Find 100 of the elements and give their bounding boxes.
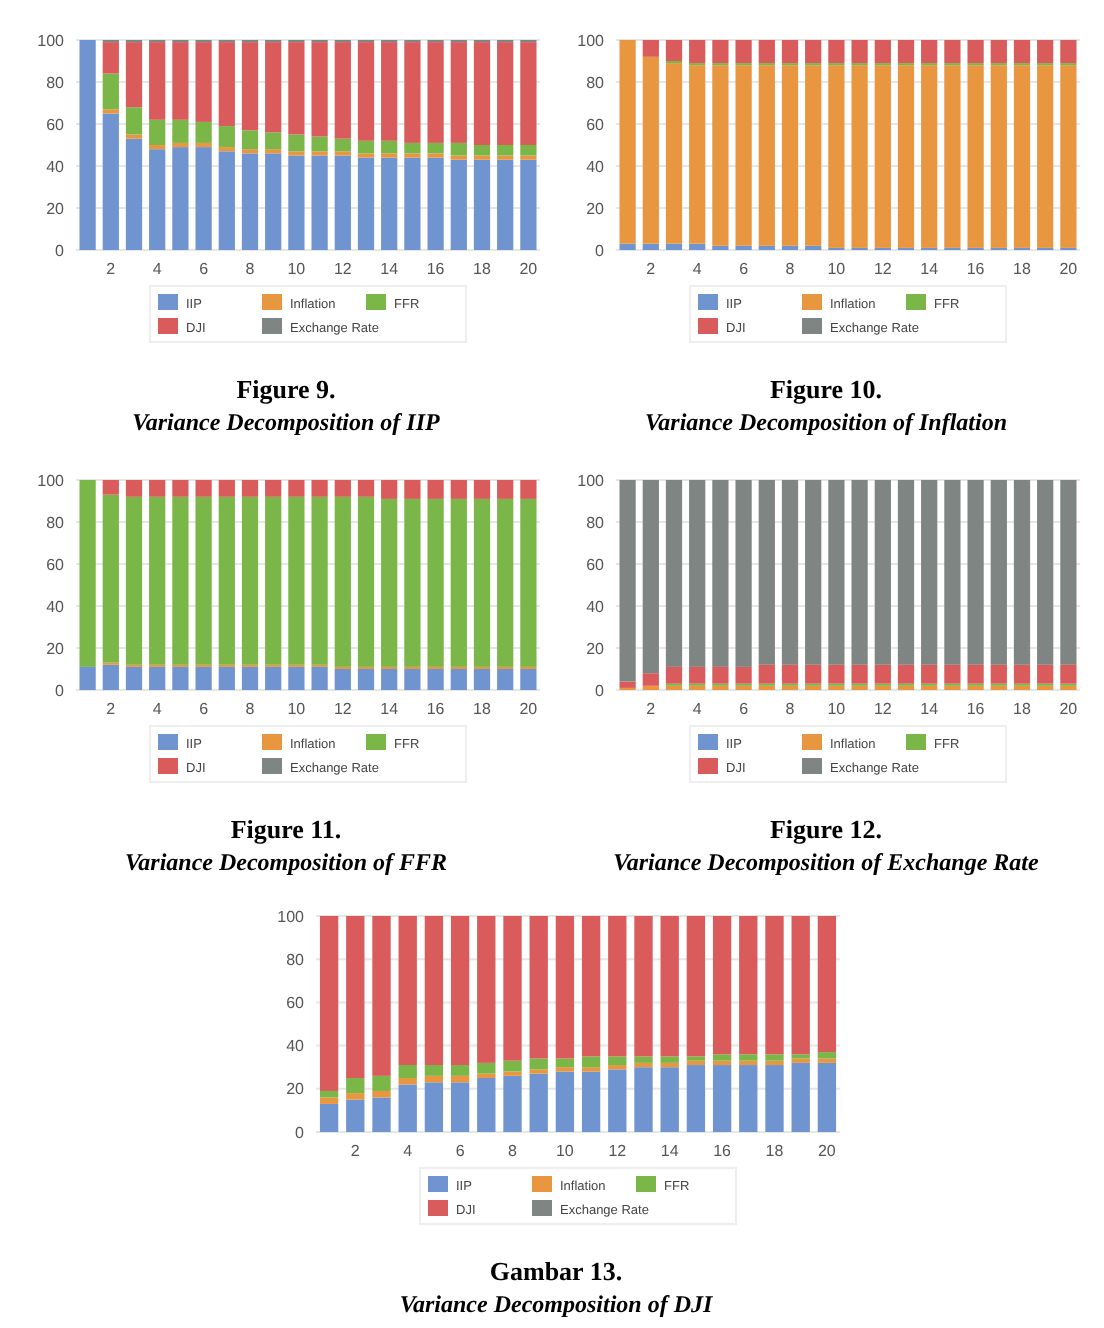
bar — [404, 669, 421, 690]
bar — [149, 42, 166, 120]
bar — [398, 916, 417, 1066]
y-tick-label: 40 — [46, 157, 66, 176]
text: Figure 9. — [236, 374, 336, 404]
bar — [1037, 480, 1054, 665]
bar — [427, 669, 444, 690]
bar — [497, 669, 514, 690]
bar — [665, 480, 683, 667]
bar — [619, 480, 636, 682]
bar — [712, 65, 729, 246]
bar — [218, 151, 235, 250]
bar — [874, 65, 891, 248]
x-tick-label: 18 — [473, 700, 492, 718]
bar — [828, 480, 845, 665]
bar — [149, 480, 166, 497]
bar — [689, 40, 706, 64]
bar — [805, 664, 822, 684]
bar — [450, 480, 467, 499]
bar — [319, 1103, 339, 1132]
bar — [288, 134, 305, 152]
bar — [357, 42, 375, 141]
x-tick-label: 20 — [1059, 700, 1079, 718]
bar — [497, 42, 514, 145]
bar — [311, 155, 328, 250]
bar — [897, 40, 915, 64]
x-tick-label: 6 — [739, 700, 750, 718]
bar — [619, 40, 636, 244]
bar — [555, 1071, 575, 1132]
bar — [265, 666, 282, 690]
bar — [990, 65, 1007, 248]
bar — [172, 147, 189, 250]
bar — [311, 496, 328, 665]
bar — [686, 1065, 706, 1132]
bar — [372, 1075, 391, 1091]
x-tick-label: 4 — [152, 260, 163, 278]
y-tick-label: 40 — [586, 597, 606, 616]
x-tick-label: 2 — [350, 1142, 361, 1160]
bar — [520, 159, 537, 250]
text: Variance Decomposition of FFR — [124, 848, 448, 876]
bar — [665, 666, 683, 684]
x-tick-label: 8 — [245, 260, 256, 278]
y-tick-label: 20 — [46, 639, 66, 658]
bar — [357, 480, 375, 497]
bar — [195, 666, 212, 690]
bar — [874, 664, 891, 684]
bar — [712, 40, 729, 64]
bar — [851, 664, 868, 684]
bar — [372, 916, 391, 1076]
bar — [311, 666, 328, 690]
bar — [689, 65, 706, 244]
bar — [241, 130, 259, 150]
bar — [195, 142, 212, 148]
bar — [660, 916, 679, 1057]
y-tick-label: 80 — [586, 513, 606, 532]
bar — [990, 480, 1007, 665]
bar — [712, 1060, 732, 1066]
bar — [712, 480, 729, 667]
bar — [288, 666, 305, 690]
bar — [1060, 65, 1077, 248]
bar — [346, 1078, 365, 1094]
bar — [398, 1078, 417, 1085]
bar — [921, 40, 938, 64]
bar — [381, 157, 398, 250]
x-tick-label: 6 — [455, 1142, 466, 1160]
bar — [1013, 480, 1031, 665]
y-tick-label: 80 — [46, 513, 66, 532]
bar — [520, 498, 537, 667]
bar — [828, 664, 845, 684]
bar — [334, 155, 351, 250]
y-tick-label: 60 — [586, 115, 606, 134]
bar — [712, 1065, 732, 1132]
bar — [555, 1058, 575, 1068]
bar — [874, 40, 891, 64]
bar — [102, 113, 119, 250]
x-tick-label: 10 — [287, 700, 307, 718]
bar — [735, 480, 752, 667]
bar — [102, 494, 119, 663]
bar — [288, 480, 305, 497]
bar — [357, 669, 375, 690]
y-tick-label: 20 — [286, 1080, 306, 1099]
bar — [265, 496, 282, 665]
x-tick-label: 10 — [827, 700, 847, 718]
bar — [241, 480, 259, 497]
x-tick-label: 12 — [873, 700, 893, 718]
bar — [172, 496, 189, 665]
bar — [805, 65, 822, 246]
bar — [319, 916, 339, 1091]
bar — [218, 42, 235, 127]
x-tick-label: 2 — [106, 260, 117, 278]
bar — [765, 1060, 784, 1066]
bar — [944, 40, 961, 64]
y-tick-label: 20 — [46, 199, 66, 218]
bar — [967, 65, 984, 248]
bar — [529, 1058, 548, 1070]
bar — [381, 669, 398, 690]
y-tick-label: 0 — [595, 241, 606, 260]
text: Variance Decomposition of IIP — [132, 408, 441, 436]
x-tick-label: 2 — [646, 260, 657, 278]
x-tick-label: 6 — [199, 700, 210, 718]
